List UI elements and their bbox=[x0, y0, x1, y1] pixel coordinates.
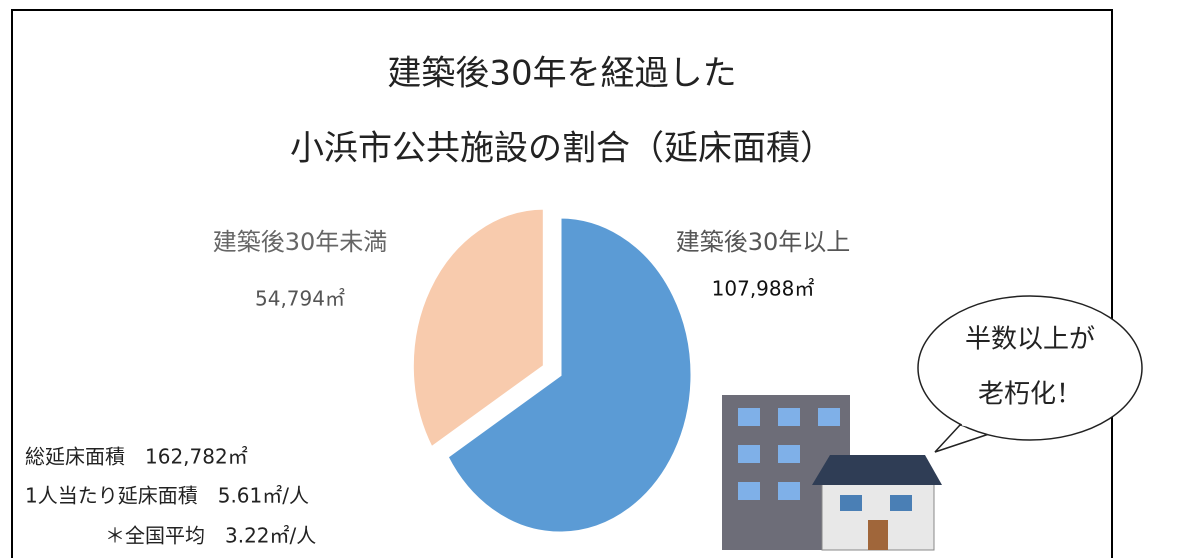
window bbox=[818, 408, 840, 426]
window bbox=[738, 445, 760, 463]
category-label: 建築後30年未満 bbox=[213, 228, 388, 256]
window bbox=[738, 482, 760, 500]
annotation: ＊全国平均 3.22㎡/人 bbox=[105, 524, 316, 548]
roof bbox=[812, 455, 942, 485]
value-label: 54,794㎡ bbox=[255, 287, 345, 311]
value-label: 107,988㎡ bbox=[712, 277, 815, 301]
annotation: 総延床面積 162,782㎡ bbox=[25, 445, 248, 469]
chart-title: 建築後30年を経過した bbox=[387, 54, 736, 94]
category-label: 建築後30年以上 bbox=[676, 228, 851, 256]
window bbox=[738, 408, 760, 426]
chart: 建築後30年を経過した 小浜市公共施設の割合（延床面積） 半数以上が 老朽化！ … bbox=[0, 0, 1181, 558]
annotation: 1人当たり延床面積 5.61㎡/人 bbox=[25, 484, 309, 508]
window bbox=[840, 495, 862, 511]
chart-subtitle: 小浜市公共施設の割合（延床面積） bbox=[290, 129, 834, 169]
callout-bubble bbox=[918, 296, 1142, 440]
window bbox=[890, 495, 912, 511]
window bbox=[778, 445, 800, 463]
callout-text: 老朽化！ bbox=[978, 380, 1082, 410]
window bbox=[778, 408, 800, 426]
door bbox=[868, 520, 888, 550]
callout-text: 半数以上が bbox=[965, 325, 1095, 355]
window bbox=[778, 482, 800, 500]
